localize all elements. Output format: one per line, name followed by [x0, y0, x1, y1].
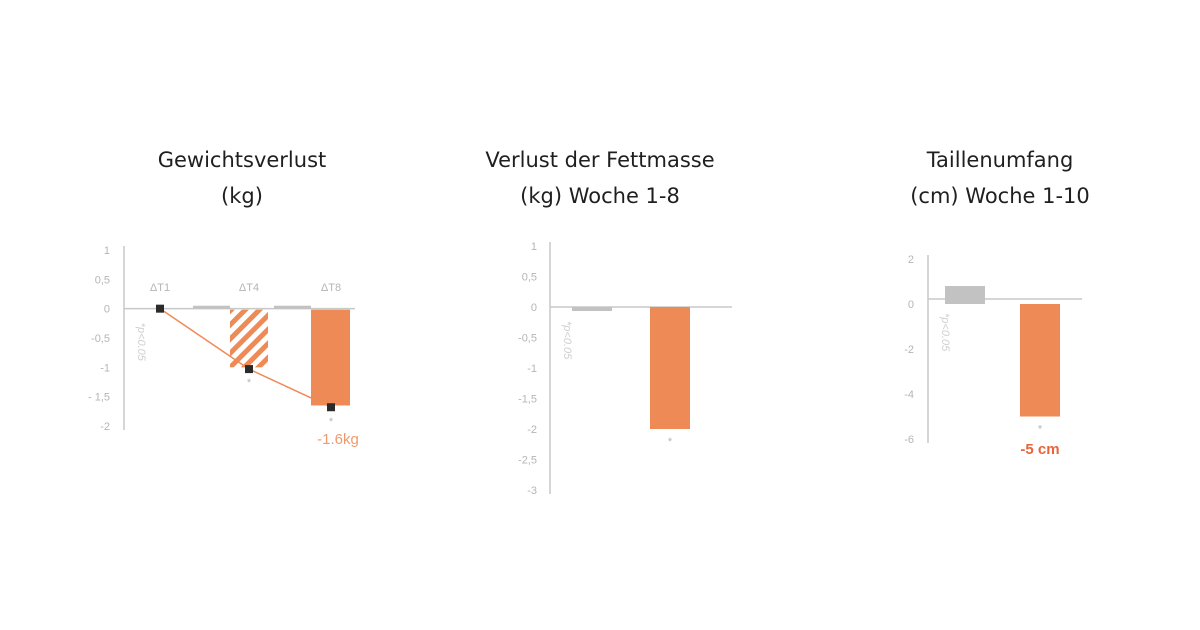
significance-label: *p<0.05	[135, 323, 147, 362]
callout-waist: -5 cm	[1020, 441, 1059, 458]
significance-mark: *	[1038, 424, 1043, 436]
chart-title-fat-mass-loss: Verlust der Fettmasse (kg) Woche 1-8	[450, 142, 750, 214]
chart-title-line: Verlust der Fettmasse	[485, 148, 715, 172]
significance-label: *p<0.05	[561, 321, 573, 360]
y-tick-label: -6	[904, 434, 914, 446]
y-tick-label: -1	[527, 363, 537, 375]
y-tick-label: -0,5	[91, 333, 110, 345]
control-bar	[193, 305, 230, 309]
y-tick-label: -3	[527, 485, 537, 497]
significance-mark: *	[247, 377, 252, 389]
y-tick-label: -2	[527, 424, 537, 436]
y-tick-label: - 1,5	[88, 392, 110, 404]
y-tick-label: 2	[908, 254, 914, 266]
y-tick-label: -1,5	[518, 394, 537, 406]
chart-title-waist-circumference: Taillenumfang (cm) Woche 1-10	[850, 142, 1150, 214]
category-label: ΔT8	[321, 282, 341, 294]
y-tick-label: -2	[904, 344, 914, 356]
y-tick-label: -1	[100, 362, 110, 374]
y-tick-label: -2,5	[518, 455, 537, 467]
y-tick-label: 0	[104, 304, 110, 316]
y-tick-label: 0	[531, 302, 537, 314]
significance-mark: *	[668, 436, 673, 448]
chart-title-line: (kg)	[221, 184, 263, 208]
y-tick-label: -2	[100, 421, 110, 433]
y-tick-label: 0,5	[95, 274, 110, 286]
chart-title-line: Gewichtsverlust	[157, 148, 327, 172]
y-tick-label: -4	[904, 389, 914, 401]
chart-title-line: Taillenumfang	[926, 148, 1074, 172]
trend-marker	[245, 365, 253, 374]
callout-weight-loss: -1.6kg	[317, 431, 359, 448]
trend-marker	[156, 304, 164, 313]
chart-title-line: (kg) Woche 1-8	[520, 184, 680, 208]
significance-mark: *	[329, 416, 334, 428]
category-label: ΔT4	[239, 282, 259, 294]
y-tick-label: 0	[908, 299, 914, 311]
treatment-bar	[1020, 304, 1060, 417]
significance-label: *p<0.05	[939, 313, 951, 352]
control-bar	[572, 307, 612, 311]
category-label: ΔT1	[150, 282, 170, 294]
treatment-bar	[650, 307, 690, 429]
hatched-bar	[230, 309, 268, 368]
control-bar	[274, 305, 311, 309]
chart-title-weight-loss: Gewichtsverlust (kg)	[92, 142, 392, 214]
control-bar	[945, 286, 985, 304]
y-tick-label: 1	[531, 241, 537, 253]
treatment-bar	[311, 309, 350, 406]
trend-marker	[327, 403, 335, 412]
y-tick-label: 0,5	[522, 272, 537, 284]
y-tick-label: 1	[104, 245, 110, 257]
y-tick-label: -0,5	[518, 333, 537, 345]
chart-title-line: (cm) Woche 1-10	[910, 184, 1090, 208]
